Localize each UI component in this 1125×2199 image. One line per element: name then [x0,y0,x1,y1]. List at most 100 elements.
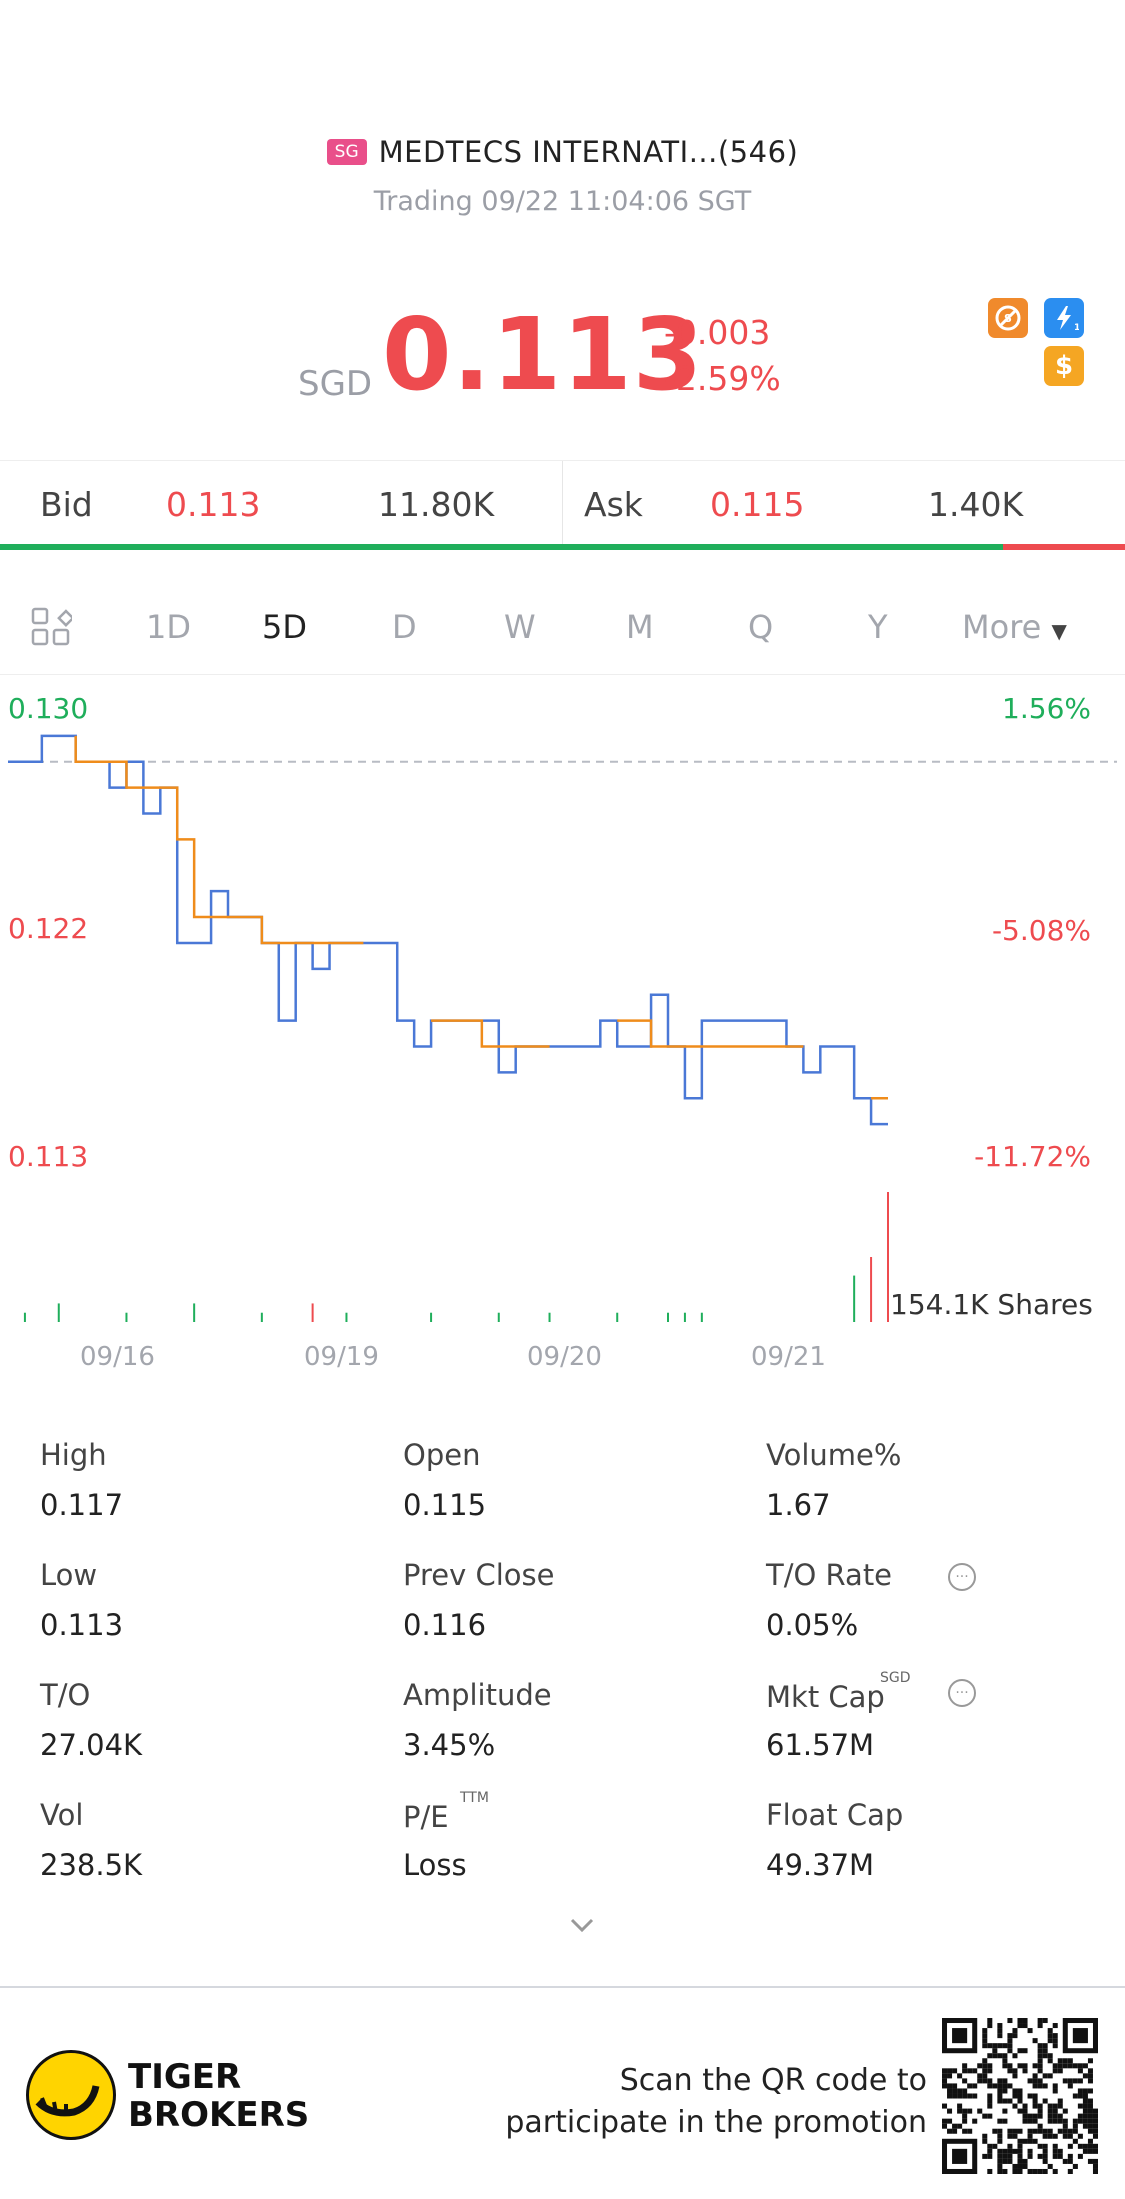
prev-close-label: Prev Close [403,1558,555,1592]
volume-bar [430,1312,433,1322]
pct-axis-bottom-label: -11.72% [974,1140,1091,1173]
ask-price: 0.115 [710,485,805,524]
caret-down-icon: ▼ [1051,619,1067,643]
volume-bar [548,1312,551,1322]
to-label: T/O [40,1678,91,1712]
date-label-0916: 09/16 [80,1342,155,1372]
brand-line2: BROKERS [128,2095,310,2135]
bid-strength-bar [0,544,1003,550]
volume-bar [683,1312,686,1322]
vol-label: Vol [40,1798,84,1832]
volume-bar [853,1275,856,1322]
volume-bar [57,1303,60,1322]
brand-line1: TIGER [128,2057,242,2097]
volume-bar [260,1312,263,1322]
no-shorting-icon[interactable]: S [988,298,1028,338]
float-cap-value: 49.37M [766,1848,875,1882]
y-axis-top-label: 0.130 [8,692,89,725]
high-label: High [40,1438,107,1472]
prev-close-value: 0.116 [403,1608,487,1642]
pe-label: P/E [403,1800,449,1834]
bid-price: 0.113 [166,485,261,524]
ask-size: 1.40K [928,485,1024,524]
to-rate-label: T/O Rate [766,1558,893,1592]
stock-title[interactable]: MEDTECS INTERNATI...(546) [378,135,799,169]
volume-bar [311,1303,314,1322]
tab-1d[interactable]: 1D [146,608,191,646]
lightning-1-icon[interactable]: 1 [1044,298,1084,338]
last-price: 0.113 [382,296,704,413]
volume-pct-value: 1.67 [766,1488,831,1522]
volume-bar [667,1312,669,1322]
chart-canvas [8,734,1117,1322]
tab-more[interactable]: More ▼ [962,608,1067,646]
low-label: Low [40,1558,98,1592]
open-value: 0.115 [403,1488,487,1522]
volume-bar [23,1312,26,1322]
amplitude-label: Amplitude [403,1678,552,1712]
volume-bar [193,1303,196,1322]
volume-pct-label: Volume% [766,1438,902,1472]
tab-y[interactable]: Y [868,608,888,646]
promo-line1: Scan the QR code to [619,2063,927,2098]
to-value: 27.04K [40,1728,143,1762]
stats-grid: High 0.117 Open 0.115 Volume% 1.67 Low 0… [0,1430,1125,1900]
period-tabs: 1D 5D D W M Q Y More ▼ [0,600,1125,675]
y-axis-bottom-label: 0.113 [8,1140,89,1173]
low-value: 0.113 [40,1608,124,1642]
svg-text:S: S [1004,312,1012,325]
volume-bar [125,1312,128,1322]
market-badge: SG [326,139,367,165]
volume-bar [345,1312,348,1322]
tab-5d[interactable]: 5D [262,608,307,646]
volume-bar [700,1312,703,1322]
vol-value: 238.5K [40,1848,143,1882]
pct-axis-top-label: 1.56% [1002,692,1091,725]
date-label-0919: 09/19 [304,1342,379,1372]
pe-value: Loss [403,1848,467,1882]
volume-bar [870,1257,873,1322]
change-value: -0.003 [664,313,771,352]
more-label: More [962,608,1042,646]
ask-label: Ask [584,485,643,524]
bid-size: 11.80K [378,485,495,524]
price-chart[interactable]: 0.130 0.122 0.113 1.56% -5.08% -11.72% 1… [0,680,1125,1350]
tab-m[interactable]: M [626,608,654,646]
volume-bar [497,1312,500,1322]
date-label-0920: 09/20 [527,1342,602,1372]
dollar-icon[interactable]: $ [1044,346,1084,386]
stock-title-row: SG MEDTECS INTERNATI...(546) [0,132,1125,172]
tiger-logo-icon [26,2050,116,2140]
svg-text:1: 1 [1074,323,1079,333]
change-percent: -2.59% [664,359,781,398]
pe-ttm-sup: TTM [460,1790,489,1806]
currency-label: SGD [298,364,373,404]
to-rate-info-icon[interactable]: ··· [948,1563,976,1591]
price-change: -0.003 -2.59% [664,310,781,402]
brand-name: TIGER BROKERS [128,2058,309,2134]
mkt-cap-label: Mkt Cap [766,1680,885,1714]
layout-grid-icon[interactable] [30,606,75,656]
mkt-cap-info-icon[interactable]: ··· [948,1679,976,1707]
quote-panel: SGD 0.113 -0.003 -2.59% S 1 $ [0,296,1125,416]
price-line [8,734,888,1126]
high-value: 0.117 [40,1488,124,1522]
promo-line2: participate in the promotion [505,2105,927,2140]
mkt-cap-unit: SGD [880,1670,911,1686]
amplitude-value: 3.45% [403,1728,496,1762]
expand-chevron-icon[interactable] [562,1914,602,1942]
y-axis-mid-label: 0.122 [8,912,89,945]
trading-status: Trading 09/22 11:04:06 SGT [373,186,752,217]
mkt-cap-value: 61.57M [766,1728,875,1762]
volume-bar [616,1312,619,1322]
to-rate-value: 0.05% [766,1608,859,1642]
tab-d[interactable]: D [392,608,417,646]
average-price-line [74,735,888,1100]
bid-ask-panel: Bid 0.113 11.80K Ask 0.115 1.40K [0,460,1125,549]
volume-bar [887,1192,889,1322]
date-label-0921: 09/21 [751,1342,826,1372]
tab-w[interactable]: W [504,608,536,646]
qr-code[interactable] [942,2018,1098,2174]
bid-ask-divider [562,461,563,549]
tab-q[interactable]: Q [748,608,774,646]
